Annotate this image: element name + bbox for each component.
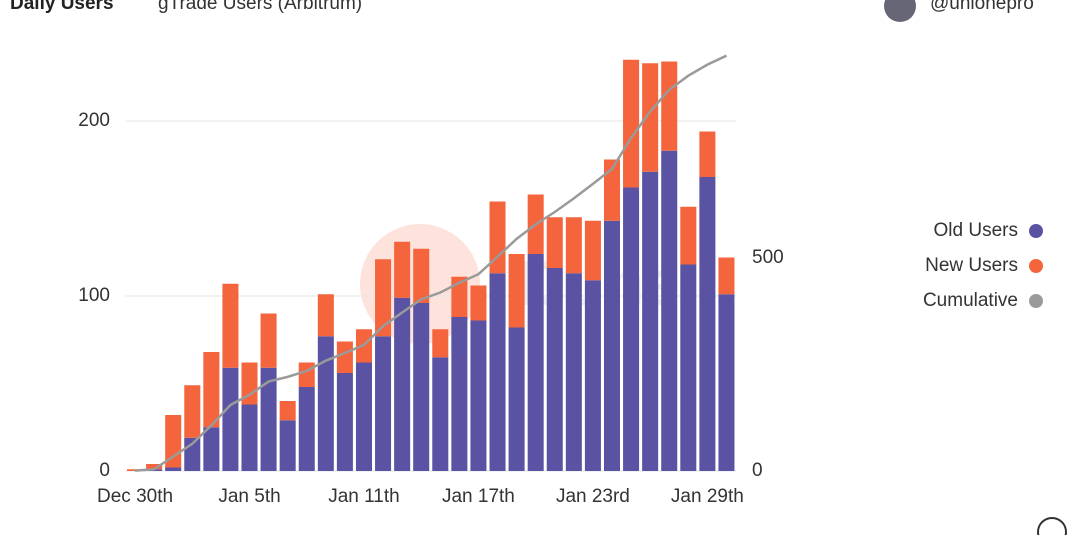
x-tick-label: Jan 29th bbox=[671, 486, 744, 507]
y-tick-label: 100 bbox=[78, 285, 110, 306]
bar bbox=[603, 159, 621, 221]
bar bbox=[661, 61, 678, 151]
bar bbox=[584, 220, 601, 281]
legend-label: Cumulative bbox=[923, 290, 1018, 311]
legend-label: New Users bbox=[925, 255, 1018, 276]
bar bbox=[317, 294, 334, 337]
y2-tick-label: 0 bbox=[752, 460, 763, 481]
bar bbox=[279, 420, 296, 471]
author: @unionepro bbox=[930, 0, 1034, 14]
bar bbox=[394, 241, 411, 298]
bar bbox=[489, 201, 506, 274]
bar bbox=[355, 362, 372, 471]
bar bbox=[508, 327, 525, 471]
bar bbox=[241, 362, 258, 405]
bar bbox=[508, 254, 525, 328]
bar bbox=[680, 264, 697, 471]
bar bbox=[661, 150, 678, 471]
bar bbox=[527, 254, 544, 471]
x-tick-label: Jan 11th bbox=[328, 486, 399, 507]
bar bbox=[336, 341, 353, 373]
bar bbox=[298, 387, 315, 471]
bar bbox=[298, 362, 315, 387]
bar bbox=[584, 280, 601, 471]
legend-swatch bbox=[1029, 259, 1043, 273]
bar bbox=[432, 357, 449, 471]
bar bbox=[680, 206, 697, 265]
bar bbox=[279, 401, 296, 421]
legend-label: Old Users bbox=[934, 220, 1018, 241]
bar bbox=[260, 313, 277, 368]
bar bbox=[184, 385, 201, 438]
x-tick-label: Jan 5th bbox=[218, 486, 280, 507]
bar bbox=[203, 427, 220, 471]
bar bbox=[375, 336, 392, 471]
bar bbox=[470, 320, 487, 471]
bar bbox=[260, 367, 277, 471]
bar bbox=[413, 303, 430, 471]
bar bbox=[317, 336, 334, 471]
legend-swatch bbox=[1029, 294, 1043, 308]
bar bbox=[413, 248, 430, 303]
bar bbox=[432, 329, 449, 358]
bar bbox=[623, 59, 640, 188]
chart-title: Daily Users bbox=[10, 0, 114, 14]
bar bbox=[565, 273, 582, 471]
check-icon bbox=[1037, 517, 1067, 535]
bar bbox=[546, 217, 563, 268]
bar bbox=[241, 404, 258, 471]
bar bbox=[451, 317, 468, 471]
x-tick-label: Jan 17th bbox=[442, 486, 515, 507]
bar bbox=[699, 131, 716, 177]
bar bbox=[642, 63, 659, 172]
bar bbox=[642, 171, 659, 471]
cumulative-line bbox=[134, 54, 727, 472]
avatar bbox=[884, 0, 916, 22]
y-tick-label: 0 bbox=[99, 460, 110, 481]
bar bbox=[603, 220, 621, 471]
bar bbox=[451, 276, 468, 317]
bar bbox=[718, 257, 735, 295]
y-tick-label: 200 bbox=[78, 110, 110, 131]
bar bbox=[203, 352, 220, 428]
x-tick-label: Jan 23rd bbox=[556, 486, 630, 507]
chart-subtitle: gTrade Users (Arbitrum) bbox=[158, 0, 362, 14]
bar bbox=[222, 283, 239, 368]
bar bbox=[336, 373, 353, 471]
bar bbox=[394, 297, 411, 471]
bar bbox=[375, 259, 392, 337]
bar bbox=[222, 367, 239, 471]
bar bbox=[565, 217, 582, 274]
bar bbox=[165, 467, 182, 471]
bar bbox=[623, 187, 640, 471]
bar bbox=[470, 285, 487, 321]
bar bbox=[146, 464, 163, 470]
x-tick-label: Dec 30th bbox=[97, 486, 173, 507]
y2-tick-label: 500 bbox=[752, 247, 784, 268]
legend-swatch bbox=[1029, 224, 1043, 238]
bar bbox=[699, 177, 716, 471]
bar bbox=[546, 268, 563, 471]
bar bbox=[718, 294, 735, 471]
bar bbox=[489, 273, 506, 471]
